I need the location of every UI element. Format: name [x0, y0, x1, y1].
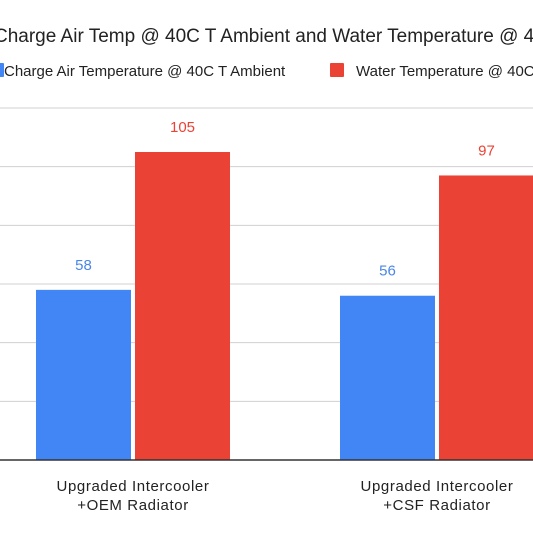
legend-swatch-2	[330, 63, 344, 77]
data-label-2-series-1: 56	[379, 263, 396, 280]
category-label-1-line-1: Upgraded Intercooler	[57, 478, 210, 495]
category-label-2-line-2: +CSF Radiator	[383, 497, 490, 514]
chart-title: Charge Air Temp @ 40C T Ambient and Wate…	[0, 26, 533, 47]
category-labels: Upgraded Intercooler +OEM Radiator Upgrade…	[57, 478, 514, 514]
bars	[36, 152, 533, 460]
data-label-1-series-2: 105	[170, 119, 195, 136]
category-label-2-line-1: Upgraded Intercooler	[361, 478, 514, 495]
data-label-2-series-2: 97	[478, 142, 495, 159]
bar-2-series-2	[439, 175, 533, 460]
bar-2-series-1	[340, 295, 435, 460]
data-label-1-series-1: 58	[75, 257, 92, 274]
legend-label-1: Charge Air Temperature @ 40C T Ambient	[4, 63, 286, 80]
legend-swatch-1	[0, 63, 4, 77]
data-labels: 58 105 56 97	[75, 119, 495, 280]
legend-label-2: Water Temperature @ 40C	[356, 63, 533, 80]
bar-1-series-2	[135, 152, 230, 460]
category-label-1-line-2: +OEM Radiator	[77, 497, 189, 514]
bar-1-series-1	[36, 289, 131, 460]
chart-legend: Charge Air Temperature @ 40C T Ambient Wa…	[0, 63, 533, 80]
